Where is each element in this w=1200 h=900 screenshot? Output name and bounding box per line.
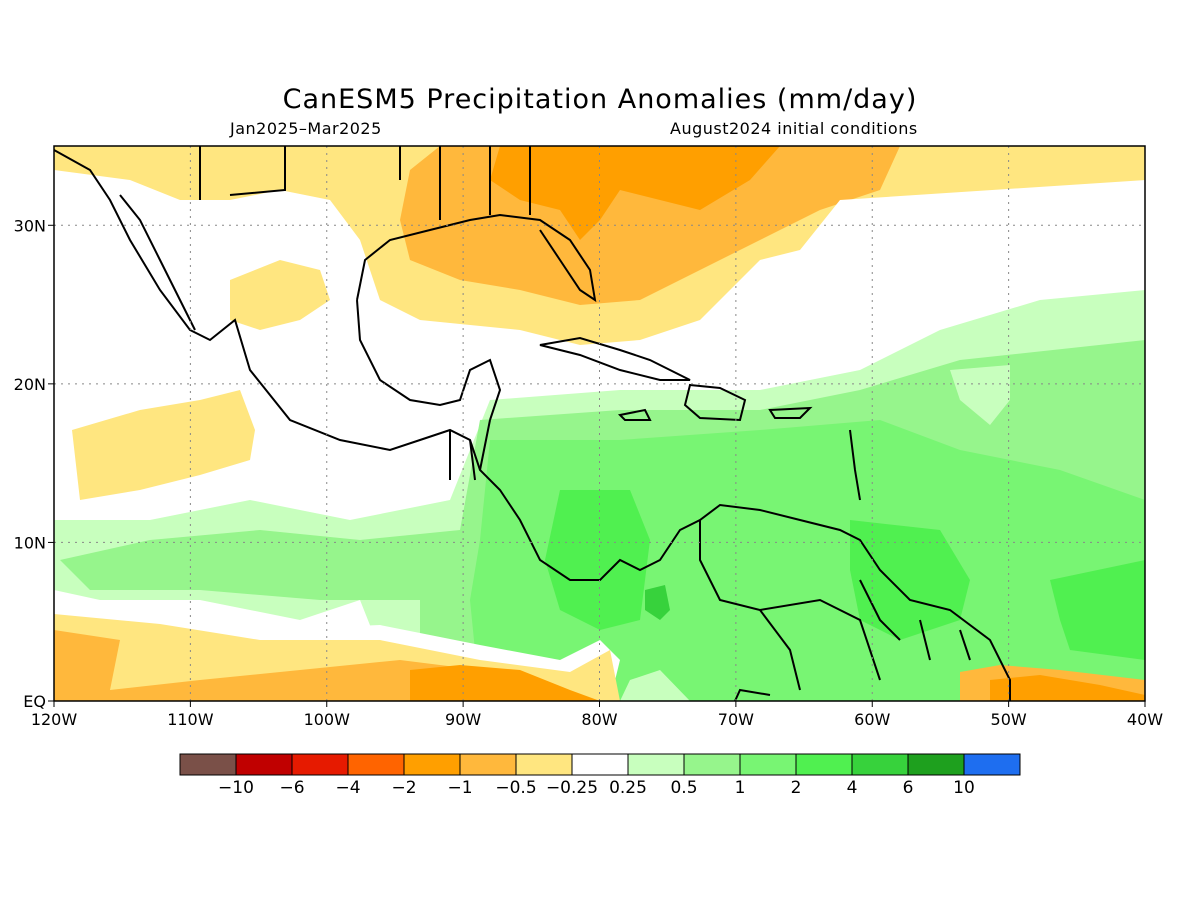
colorbar-swatch [907,753,965,776]
x-tick-label: 60W [854,710,890,729]
x-tick-label: 70W [718,710,754,729]
colorbar-swatch [627,753,685,776]
colorbar-label: 4 [847,778,858,798]
coastlines [54,146,1011,701]
y-axis: EQ 10N 20N 30N [14,216,54,711]
colorbar-label: 0.5 [670,778,697,798]
colorbar-label: −0.5 [495,778,536,798]
region-southeast-us-dry [490,146,780,240]
initial-conditions: August2024 initial conditions [670,119,918,138]
colorbar-swatch [291,753,349,776]
colorbar-label: −1 [447,778,472,798]
colorbar-swatch [795,753,853,776]
colorbar-label: 1 [735,778,746,798]
y-tick-label: 30N [14,216,46,235]
x-axis: 120W 110W 100W 90W 80W 70W 60W 50W 40W [31,701,1163,729]
colorbar-label: 0.25 [609,778,647,798]
chart-title: CanESM5 Precipitation Anomalies (mm/day) [282,84,918,115]
colorbar-swatch [459,753,517,776]
colorbar-swatch [963,753,1021,776]
colorbar-label: −6 [279,778,304,798]
colorbar-swatch [739,753,797,776]
colorbar-label: −2 [391,778,416,798]
colorbar-swatch [403,753,461,776]
region-east-pacific-dry [72,390,255,500]
colorbar-label: 6 [903,778,914,798]
colorbar-swatch [851,753,909,776]
colorbar-label: −0.25 [546,778,598,798]
colorbar-swatch [347,753,405,776]
forecast-period: Jan2025–Mar2025 [230,119,382,138]
y-tick-label: 10N [14,533,46,552]
anomaly-field [54,146,1145,701]
colorbar: −10 −6 −4 −2 −1 −0.5 −0.25 0.25 0.5 1 2 4 6 10 [179,753,1021,798]
x-tick-label: 50W [991,710,1027,729]
x-tick-label: 110W [167,710,214,729]
colorbar-swatch [179,753,237,776]
x-tick-label: 120W [31,710,78,729]
x-tick-label: 40W [1127,710,1163,729]
colorbar-swatch [515,753,573,776]
colorbar-label: 2 [791,778,802,798]
colorbar-swatch [235,753,293,776]
x-tick-label: 90W [445,710,481,729]
colorbar-swatch [571,753,629,776]
x-tick-label: 80W [581,710,617,729]
colorbar-swatch [683,753,741,776]
y-tick-label: EQ [23,692,46,711]
y-tick-label: 20N [14,375,46,394]
x-tick-label: 100W [304,710,351,729]
colorbar-label: −10 [218,778,254,798]
colorbar-label: −4 [335,778,360,798]
colorbar-label: 10 [953,778,975,798]
gridlines [54,146,1145,701]
